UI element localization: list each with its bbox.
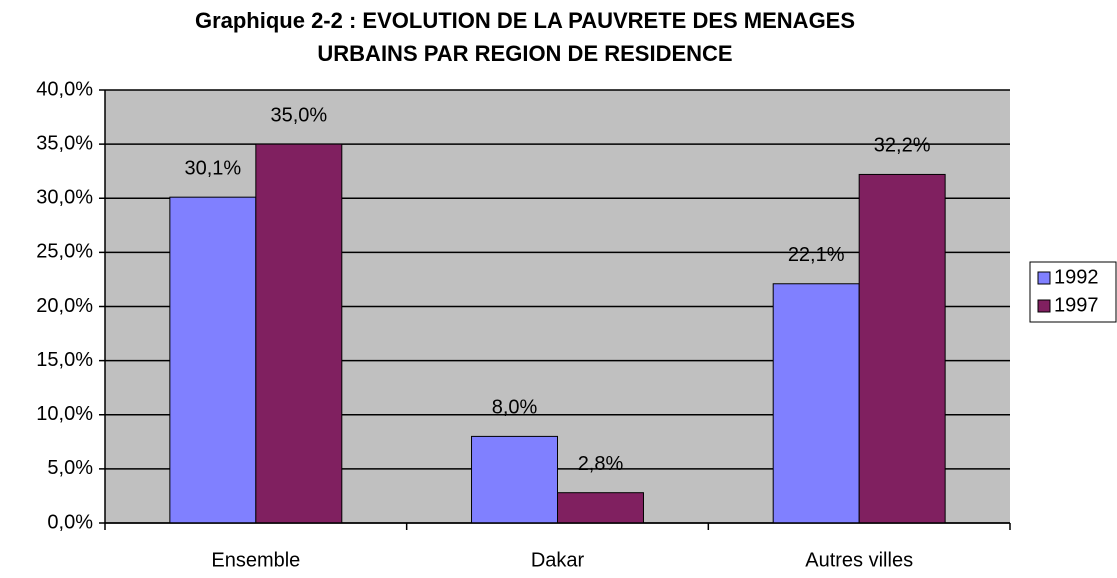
value-label: 35,0% <box>270 104 327 126</box>
bar <box>169 196 257 524</box>
y-tick-label: 35,0% <box>36 132 93 154</box>
x-tick-label: Autres villes <box>805 549 913 571</box>
value-label: 30,1% <box>184 157 241 179</box>
y-tick-label: 40,0% <box>36 78 93 100</box>
value-label: 8,0% <box>492 397 538 419</box>
bar <box>772 283 860 524</box>
bar <box>858 173 946 524</box>
y-tick-label: 30,0% <box>36 187 93 209</box>
value-label: 22,1% <box>788 244 845 266</box>
x-tick-label: Ensemble <box>211 549 300 571</box>
legend-swatch <box>1037 299 1051 313</box>
legend-label: 1992 <box>1054 266 1099 288</box>
chart-title: Graphique 2-2 : EVOLUTION DE LA PAUVRETE… <box>195 8 855 33</box>
x-tick-label: Dakar <box>531 549 585 571</box>
legend-label: 1997 <box>1054 294 1099 316</box>
value-label: 2,8% <box>578 453 624 475</box>
bar <box>557 492 644 524</box>
legend-swatch <box>1037 271 1051 285</box>
y-tick-label: 20,0% <box>36 295 93 317</box>
chart-title: URBAINS PAR REGION DE RESIDENCE <box>317 41 732 66</box>
y-tick-label: 25,0% <box>36 241 93 263</box>
y-tick-label: 10,0% <box>36 403 93 425</box>
value-label: 32,2% <box>874 135 931 157</box>
y-tick-label: 0,0% <box>47 511 93 533</box>
y-tick-label: 15,0% <box>36 349 93 371</box>
bar <box>255 143 343 524</box>
bar <box>471 435 558 524</box>
y-tick-label: 5,0% <box>47 457 93 479</box>
